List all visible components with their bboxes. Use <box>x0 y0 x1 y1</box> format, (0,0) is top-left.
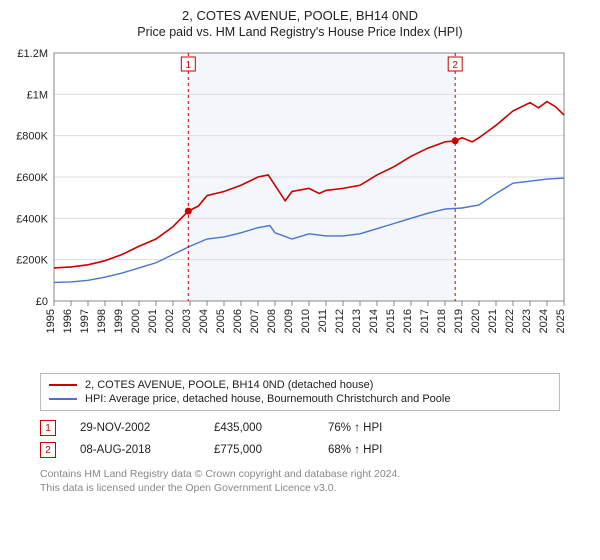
x-tick-label: 2017 <box>419 309 431 333</box>
x-tick-label: 1995 <box>45 309 57 333</box>
chart-title: 2, COTES AVENUE, POOLE, BH14 0ND <box>12 8 588 23</box>
transaction-pct: 76% ↑ HPI <box>328 422 428 434</box>
transaction-row: 2 08-AUG-2018 £775,000 68% ↑ HPI <box>40 439 560 461</box>
y-tick-label: £800K <box>16 131 48 143</box>
x-tick-label: 2018 <box>436 309 448 333</box>
y-tick-label: £1M <box>27 89 48 101</box>
x-tick-label: 2007 <box>249 309 261 333</box>
x-tick-label: 2006 <box>232 309 244 333</box>
x-tick-label: 2020 <box>470 309 482 333</box>
x-tick-label: 2023 <box>521 309 533 333</box>
x-tick-label: 2016 <box>402 309 414 333</box>
x-tick-label: 1999 <box>113 309 125 333</box>
transaction-badge: 2 <box>40 442 56 458</box>
x-tick-label: 2001 <box>147 309 159 333</box>
marker-dot <box>185 208 192 215</box>
marker-dot <box>452 137 459 144</box>
y-tick-label: £600K <box>16 172 48 184</box>
attribution: Contains HM Land Registry data © Crown c… <box>40 467 560 495</box>
y-tick-label: £0 <box>36 296 48 308</box>
x-tick-label: 1998 <box>96 309 108 333</box>
transaction-pct: 68% ↑ HPI <box>328 444 428 456</box>
x-tick-label: 2011 <box>317 309 329 333</box>
transaction-date: 29-NOV-2002 <box>80 422 190 434</box>
x-tick-label: 2004 <box>198 309 210 333</box>
line-chart: £0 £200K £400K £600K £800K £1M £1.2M 1995 1996 19… <box>12 45 572 365</box>
x-tick-label: 2002 <box>164 309 176 333</box>
legend-row: HPI: Average price, detached house, Bour… <box>49 392 551 406</box>
x-tick-label: 1997 <box>79 309 91 333</box>
transactions-table: 1 29-NOV-2002 £435,000 76% ↑ HPI 2 08-AUG-201… <box>40 417 560 461</box>
transaction-badge: 1 <box>40 420 56 436</box>
legend-swatch <box>49 398 77 400</box>
transaction-price: £775,000 <box>214 444 304 456</box>
attribution-line: This data is licensed under the Open Gov… <box>40 481 560 495</box>
x-tick-label: 2013 <box>351 309 363 333</box>
transaction-row: 1 29-NOV-2002 £435,000 76% ↑ HPI <box>40 417 560 439</box>
legend-row: 2, COTES AVENUE, POOLE, BH14 0ND (detach… <box>49 378 551 392</box>
x-tick-label: 1996 <box>62 309 74 333</box>
legend-label: 2, COTES AVENUE, POOLE, BH14 0ND (detach… <box>85 379 373 391</box>
x-tick-label: 2014 <box>368 309 380 333</box>
x-tick-label: 2024 <box>538 309 550 333</box>
chart-subtitle: Price paid vs. HM Land Registry's House … <box>12 25 588 39</box>
marker-badge-label: 2 <box>452 60 458 71</box>
x-tick-label: 2010 <box>300 309 312 333</box>
x-tick-label: 2008 <box>266 309 278 333</box>
x-tick-label: 2022 <box>504 309 516 333</box>
y-tick-label: £1.2M <box>17 48 48 60</box>
chart-container: 2, COTES AVENUE, POOLE, BH14 0ND Price p… <box>0 0 600 505</box>
x-tick-label: 2021 <box>487 309 499 333</box>
marker-badge-label: 1 <box>186 60 192 71</box>
x-tick-label: 2009 <box>283 309 295 333</box>
transaction-price: £435,000 <box>214 422 304 434</box>
y-tick-label: £400K <box>16 213 48 225</box>
legend-swatch <box>49 384 77 386</box>
x-tick-label: 2005 <box>215 309 227 333</box>
legend: 2, COTES AVENUE, POOLE, BH14 0ND (detach… <box>40 373 560 411</box>
x-tick-label: 2012 <box>334 309 346 333</box>
attribution-line: Contains HM Land Registry data © Crown c… <box>40 467 560 481</box>
legend-label: HPI: Average price, detached house, Bour… <box>85 393 450 405</box>
x-tick-label: 2000 <box>130 309 142 333</box>
y-tick-label: £200K <box>16 255 48 267</box>
x-tick-label: 2025 <box>555 309 567 333</box>
x-tick-label: 2019 <box>453 309 465 333</box>
x-tick-label: 2003 <box>181 309 193 333</box>
x-tick-label: 2015 <box>385 309 397 333</box>
transaction-date: 08-AUG-2018 <box>80 444 190 456</box>
